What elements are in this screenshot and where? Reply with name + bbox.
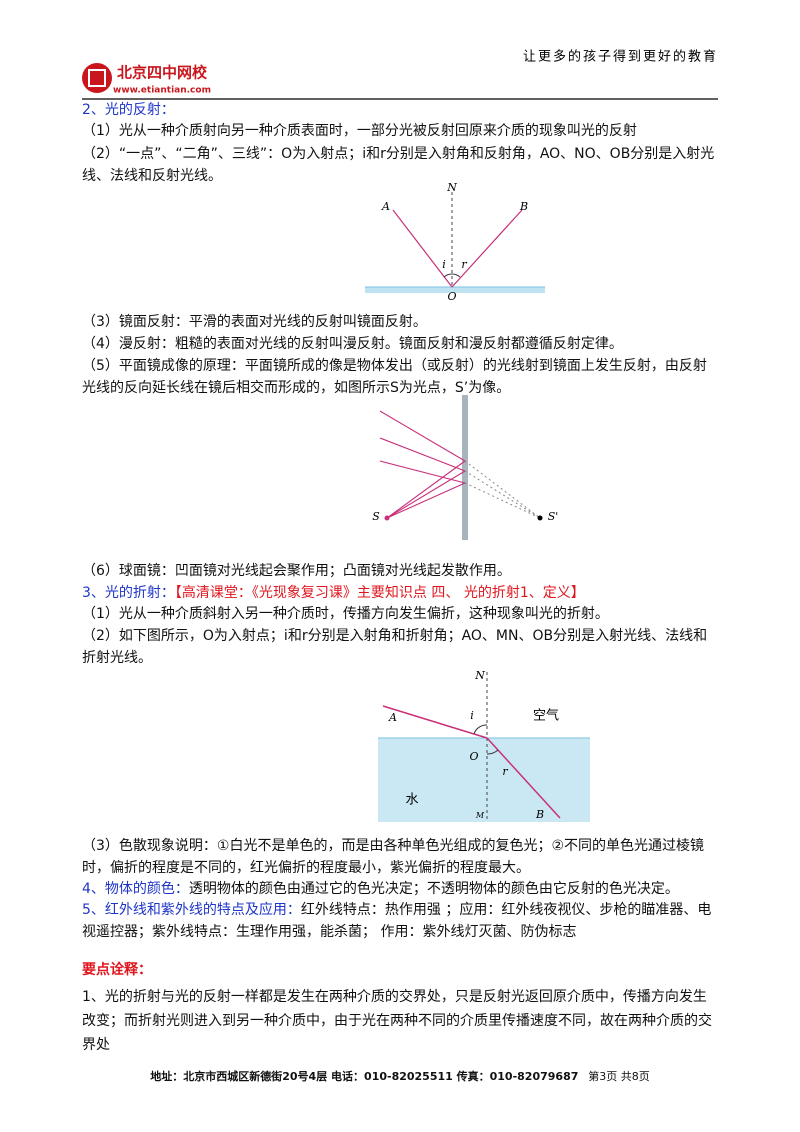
- incident-ray: [392, 209, 453, 288]
- label: O: [469, 750, 478, 763]
- slogan: 让更多的孩子得到更好的教育: [523, 49, 718, 65]
- refraction-figure: N A i 空气 O r 水 M B: [378, 669, 590, 822]
- label: 水: [405, 793, 418, 808]
- section-heading: 3、光的折射：【高清课堂：《光现象复习课》主要知识点 四、 光的折射1、定义】: [82, 582, 718, 604]
- shape: [379, 460, 466, 484]
- paragraph: （1）光从一种介质斜射入另一种介质时，传播方向发生偏折，这种现象叫光的折射。: [82, 606, 609, 622]
- paragraph: 4、物体的颜色：透明物体的颜色由通过它的色光决定；不透明物体的颜色由它反射的色光…: [82, 878, 718, 900]
- label: A: [388, 711, 397, 724]
- shape: [386, 470, 466, 519]
- heading: 3、光的折射：: [82, 585, 175, 601]
- paragraph: 5、红外线和紫外线的特点及应用：红外线特点：热作用强 ；应用：红外线夜视仪、步枪…: [82, 899, 718, 943]
- label: B: [519, 200, 528, 213]
- label: 空气: [533, 708, 559, 724]
- footer-address: 地址：北京市西城区新德街20号4层 电话：010-82025511 传真：010…: [150, 1070, 579, 1083]
- paragraph: （6）球面镜：凹面镜对光线起会聚作用；凸面镜对光线起发散作用。: [82, 563, 511, 579]
- footer: 地址：北京市西城区新德街20号4层 电话：010-82025511 传真：010…: [0, 1068, 800, 1084]
- paragraph: （2）“一点”、“二角”、三线”：O为入射点；i和r分别是入射角和反射角，AO、…: [82, 146, 715, 184]
- logo-icon-inner: [88, 69, 106, 87]
- paragraph: （5）平面镜成像的原理：平面镜所成的像是物体发出（或反射）的光线射到镜面上发生反…: [82, 358, 707, 396]
- label: N: [446, 181, 457, 194]
- header: 北京四中网校 www.etiantian.com 让更多的孩子得到更好的教育: [82, 49, 718, 100]
- mirror: [462, 395, 468, 540]
- shape: [379, 410, 466, 462]
- logo-name: 北京四中网校: [117, 64, 208, 82]
- section-heading: 2、光的反射：: [82, 102, 175, 118]
- label: S: [372, 510, 380, 523]
- angle-arc: [473, 724, 488, 735]
- footer-page: 第3页 共8页: [588, 1070, 650, 1083]
- shape: [379, 437, 466, 472]
- refracted-ray: [486, 737, 561, 819]
- shape: [464, 482, 541, 519]
- reflection-figure: N A B i r O: [365, 181, 545, 303]
- paragraph: （2）如下图所示，O为入射点；i和r分别是入射角和折射角；AO、MN、OB分别是…: [82, 628, 708, 666]
- label: B: [535, 808, 544, 821]
- text: 透明物体的颜色由通过它的色光决定；不透明物体的颜色由它反射的色光决定。: [188, 881, 679, 897]
- incident-ray: [382, 705, 488, 739]
- angle-arc: [486, 749, 499, 755]
- reference: 【高清课堂：《光现象复习课》主要知识点 四、 光的折射1、定义】: [174, 585, 585, 601]
- paragraph: 1、光的折射与光的反射一样都是发生在两种介质的交界处，只是反射光返回原介质中，传…: [82, 989, 712, 1053]
- paragraph: （4）漫反射：粗糙的表面对光线的反射叫漫反射。镜面反射和漫反射都遵循反射定律。: [82, 336, 623, 352]
- label: N: [474, 669, 485, 682]
- label: r: [461, 258, 467, 271]
- rays: [379, 410, 466, 519]
- paragraph: （1）光从一种介质射向另一种介质表面时，一部分光被反射回原来介质的现象叫光的反射: [82, 123, 637, 139]
- notes-heading: 要点诠释：: [82, 962, 152, 978]
- water: [378, 738, 590, 822]
- logo-url: www.etiantian.com: [113, 86, 211, 96]
- heading: 5、红外线和紫外线的特点及应用：: [82, 902, 301, 918]
- image-point: [537, 515, 543, 521]
- label: S': [548, 510, 559, 523]
- shape: [464, 470, 541, 519]
- label: M: [475, 811, 485, 820]
- surface: [365, 287, 545, 293]
- source-point: [384, 515, 390, 521]
- virtual-rays: [464, 460, 541, 519]
- mirror-figure: S S': [372, 395, 559, 540]
- label: r: [502, 765, 508, 778]
- shape: [386, 460, 466, 519]
- angle-arc: [443, 273, 461, 278]
- logo-icon: [82, 63, 112, 93]
- text: 红外线特点：热作用强 ；应用：红外线夜视仪、步枪的瞄准器、电视遥控器；紫外线特点…: [82, 902, 712, 940]
- shape: [386, 482, 466, 519]
- shape: [464, 460, 541, 519]
- heading: 4、物体的颜色：: [82, 881, 189, 897]
- reflected-ray: [451, 209, 523, 288]
- label: i: [470, 709, 474, 722]
- label: i: [442, 258, 446, 271]
- paragraph: （3）色散现象说明：①白光不是单色的，而是由各种单色光组成的复色光；②不同的单色…: [82, 838, 705, 876]
- paragraph: （3）镜面反射：平滑的表面对光线的反射叫镜面反射。: [82, 314, 427, 330]
- label: O: [447, 290, 456, 303]
- label: A: [381, 200, 390, 213]
